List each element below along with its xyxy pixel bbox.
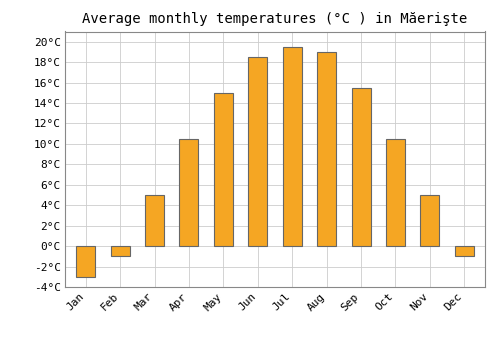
Bar xyxy=(214,93,233,246)
Bar xyxy=(386,139,405,246)
Bar xyxy=(455,246,474,256)
Bar xyxy=(352,88,370,246)
Bar xyxy=(420,195,440,246)
Bar xyxy=(76,246,95,277)
Bar xyxy=(180,139,199,246)
Bar xyxy=(248,57,268,246)
Bar xyxy=(110,246,130,256)
Bar xyxy=(317,52,336,246)
Bar xyxy=(282,47,302,246)
Title: Average monthly temperatures (°C ) in Măerişte: Average monthly temperatures (°C ) in Mă… xyxy=(82,12,468,26)
Bar xyxy=(145,195,164,246)
